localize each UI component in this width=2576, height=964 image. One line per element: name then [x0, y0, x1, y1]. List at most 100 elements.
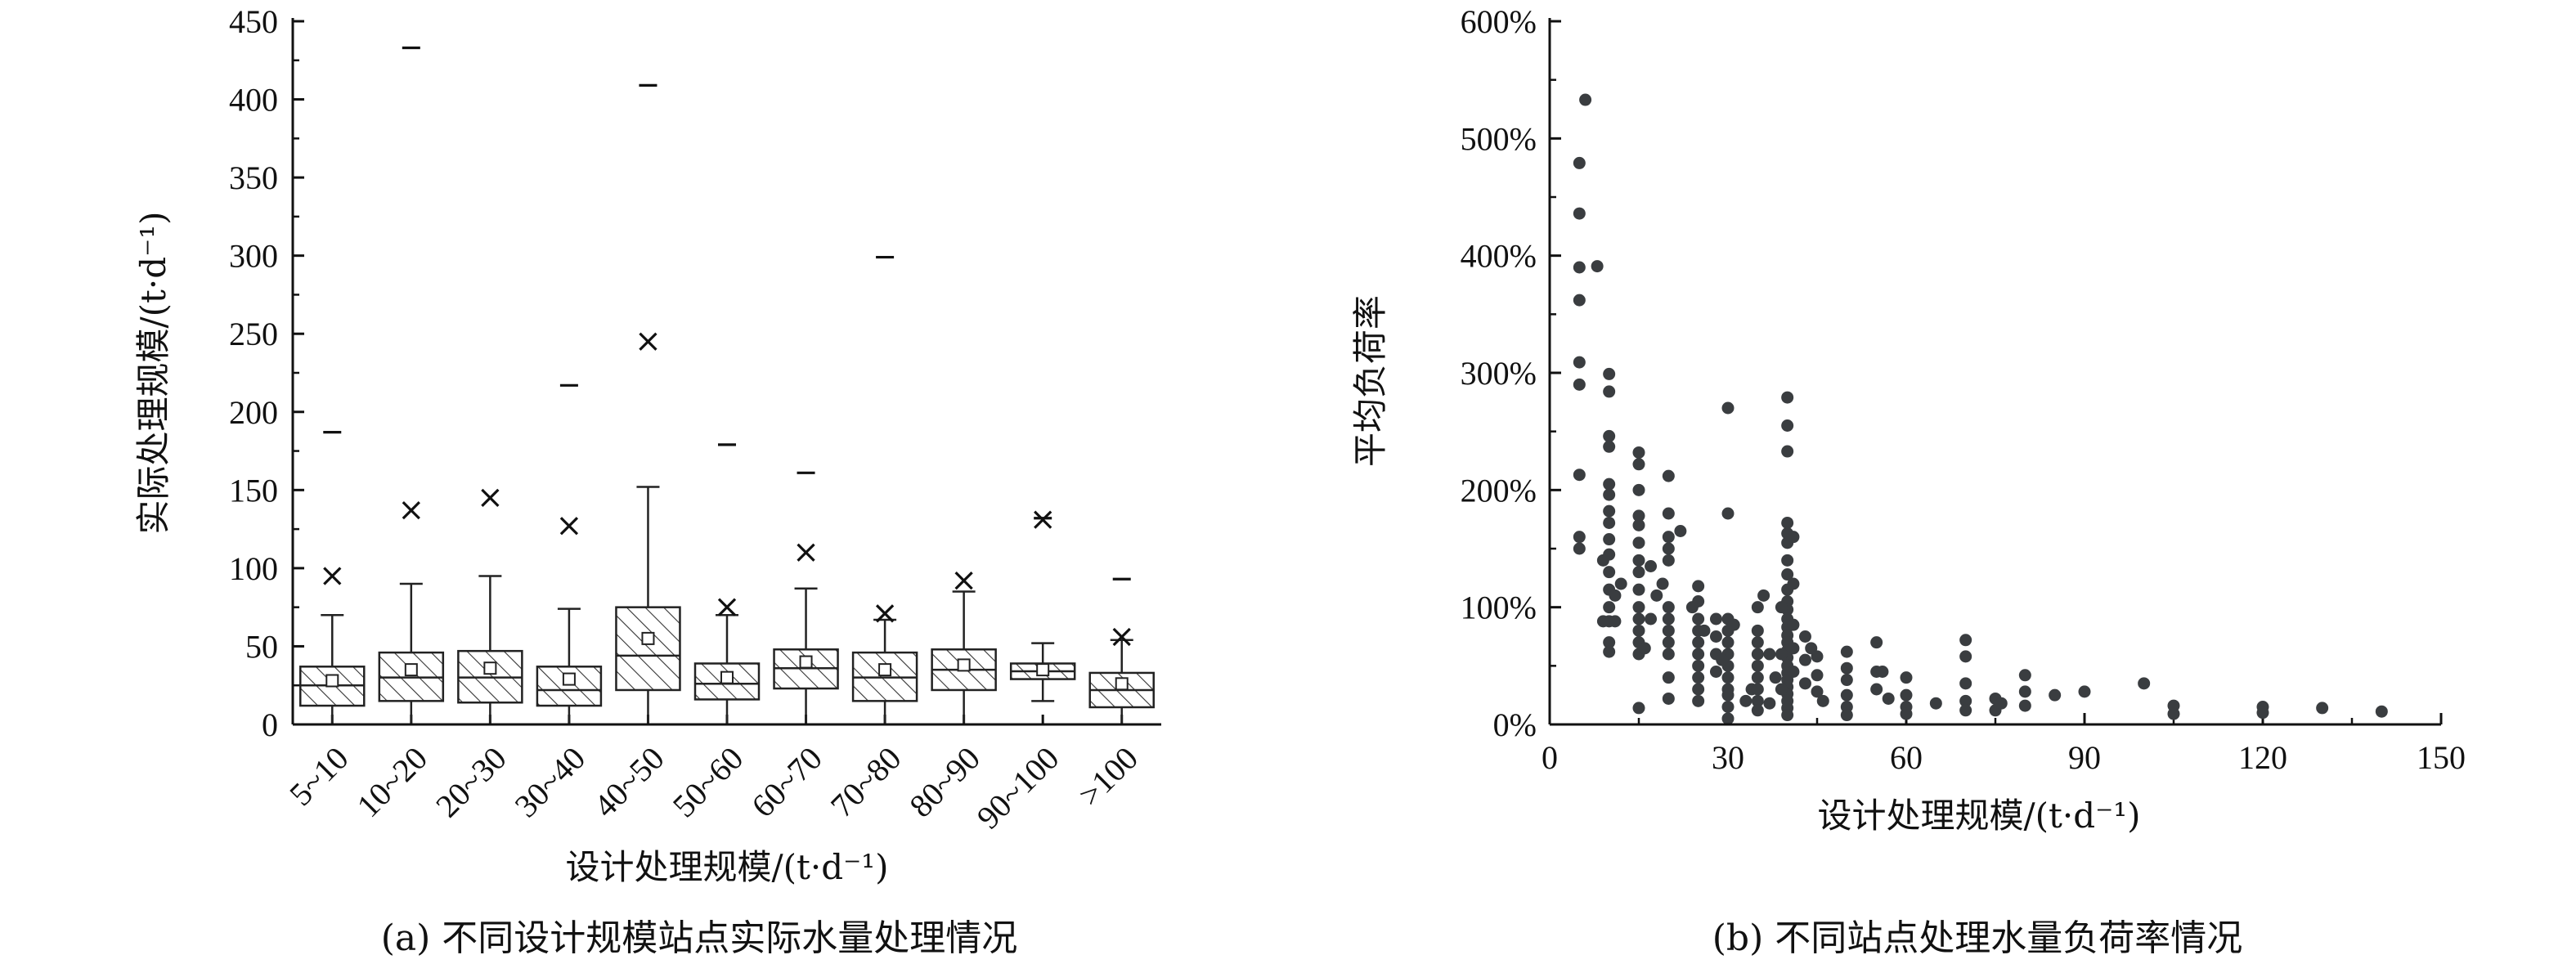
x-stroke — [559, 517, 579, 536]
x-stroke — [1034, 510, 1052, 529]
scatter-point — [1603, 516, 1616, 529]
scatter-point — [1603, 636, 1616, 649]
scatter-point — [1751, 683, 1764, 696]
scatter-point — [1692, 636, 1705, 649]
scatter-point — [1632, 518, 1645, 531]
y-axis-label-b: 平均负荷率 — [1350, 295, 1390, 467]
x-stroke — [954, 572, 973, 590]
scatter-point — [2078, 685, 2091, 698]
y-axis-label-a: 实际处理规模/(t·d⁻¹) — [133, 211, 173, 534]
scatter-point — [1632, 702, 1645, 715]
scatter-point — [1721, 636, 1735, 649]
scatter-point — [1798, 653, 1811, 666]
scatter-point — [1632, 624, 1645, 637]
scatter-point — [1692, 671, 1705, 684]
y-axis-ticks-a: 0 50 100 150 200 250 300 350 400 450 — [229, 3, 304, 743]
x-tick-label-a: 5~10 — [282, 740, 356, 814]
scatter-point — [1727, 618, 1740, 631]
scatter-point — [1709, 666, 1722, 678]
x-stroke — [1112, 627, 1131, 647]
box-1 — [299, 431, 366, 726]
x-tick-label-b: 120 — [2238, 739, 2287, 776]
scatter-point — [1632, 612, 1645, 625]
scatter-point — [1603, 645, 1616, 658]
scatter-point — [1596, 615, 1609, 628]
scatter-point — [1787, 618, 1800, 631]
x-axis-ticks-a: 5~1010~2020~3030~4040~5050~6060~7070~808… — [282, 715, 1145, 836]
scatter-point — [1721, 712, 1735, 725]
box-4 — [536, 383, 603, 726]
y-tick-label-b: 300% — [1461, 355, 1537, 392]
box-plot-chart: 0 50 100 150 200 250 300 350 400 450 5~1010~2020~… — [133, 3, 1161, 887]
scatter-point — [1632, 554, 1645, 567]
box-8 — [851, 255, 918, 726]
scatter-point — [1775, 601, 1788, 614]
y-tick-label-a: 50 — [245, 628, 278, 665]
scatter-point — [1614, 577, 1627, 590]
scatter-point — [1632, 566, 1645, 579]
scatter-point — [1763, 648, 1776, 661]
x-tick-label-b: 60 — [1890, 739, 1923, 776]
scatter-point — [1692, 648, 1705, 661]
scatter-point — [1662, 542, 1675, 555]
scatter-point — [1751, 624, 1764, 637]
scatter-point — [2375, 705, 2388, 718]
mean-marker — [878, 663, 892, 677]
x-tick-label-a: 60~70 — [744, 740, 829, 825]
scatter-point — [1674, 525, 1687, 537]
scatter-point — [1751, 648, 1764, 661]
scatter-point — [1692, 683, 1705, 696]
scatter-point — [1721, 688, 1735, 702]
box-iqr — [615, 606, 681, 692]
scatter-point — [1603, 601, 1616, 614]
x-tick-label-b: 150 — [2417, 739, 2466, 776]
scatter-point — [1645, 612, 1658, 625]
scatter-point — [1603, 533, 1616, 546]
scatter-point — [1645, 560, 1658, 572]
scatter-point — [1781, 391, 1794, 404]
percentile-x-marker — [323, 567, 342, 585]
scatter-point — [1959, 694, 1972, 707]
mean-marker — [720, 670, 734, 684]
scatter-point — [1721, 401, 1735, 415]
scatter-point — [1739, 694, 1752, 707]
scatter-point — [1632, 458, 1645, 471]
scatter-point — [1573, 531, 1586, 544]
scatter-point — [1775, 648, 1788, 661]
scatter-point — [1692, 612, 1705, 625]
mean-marker — [562, 672, 576, 686]
scatter-point — [1900, 688, 1913, 702]
y-tick-label-a: 450 — [229, 3, 278, 40]
scatter-point — [1870, 683, 1883, 696]
scatter-point — [2138, 677, 2151, 690]
scatter-point — [1775, 683, 1788, 696]
scatter-point — [1781, 554, 1794, 567]
y-tick-label-b: 200% — [1461, 472, 1537, 509]
scatter-point — [1870, 636, 1883, 649]
box-11 — [1088, 577, 1155, 726]
y-tick-label-b: 100% — [1461, 590, 1537, 626]
scatter-point — [1840, 645, 1853, 658]
caption-b: (b) 不同站点处理水量负荷率情况 — [1712, 917, 2242, 959]
percentile-x-marker — [875, 604, 895, 623]
mean-marker — [957, 658, 971, 672]
y-tick-label-b: 400% — [1461, 238, 1537, 275]
x-tick-label-a: 30~40 — [508, 740, 593, 825]
scatter-point — [1692, 694, 1705, 707]
scatter-point — [1632, 536, 1645, 549]
scatter-point — [1840, 709, 1853, 722]
scatter-point — [1816, 694, 1829, 707]
scatter-point — [1751, 659, 1764, 672]
y-tick-label-b: 500% — [1461, 120, 1537, 157]
scatter-point — [1596, 554, 1609, 567]
percentile-x-marker — [1112, 627, 1131, 647]
x-stroke — [875, 604, 895, 623]
scatter-point — [1787, 531, 1800, 544]
box-2 — [378, 46, 445, 726]
scatter-point — [1662, 648, 1675, 661]
scatter-point — [1751, 704, 1764, 717]
x-stroke — [717, 598, 737, 617]
scatter-point — [1632, 583, 1645, 596]
scatter-point — [1692, 659, 1705, 672]
scatter-point — [1959, 634, 1972, 647]
